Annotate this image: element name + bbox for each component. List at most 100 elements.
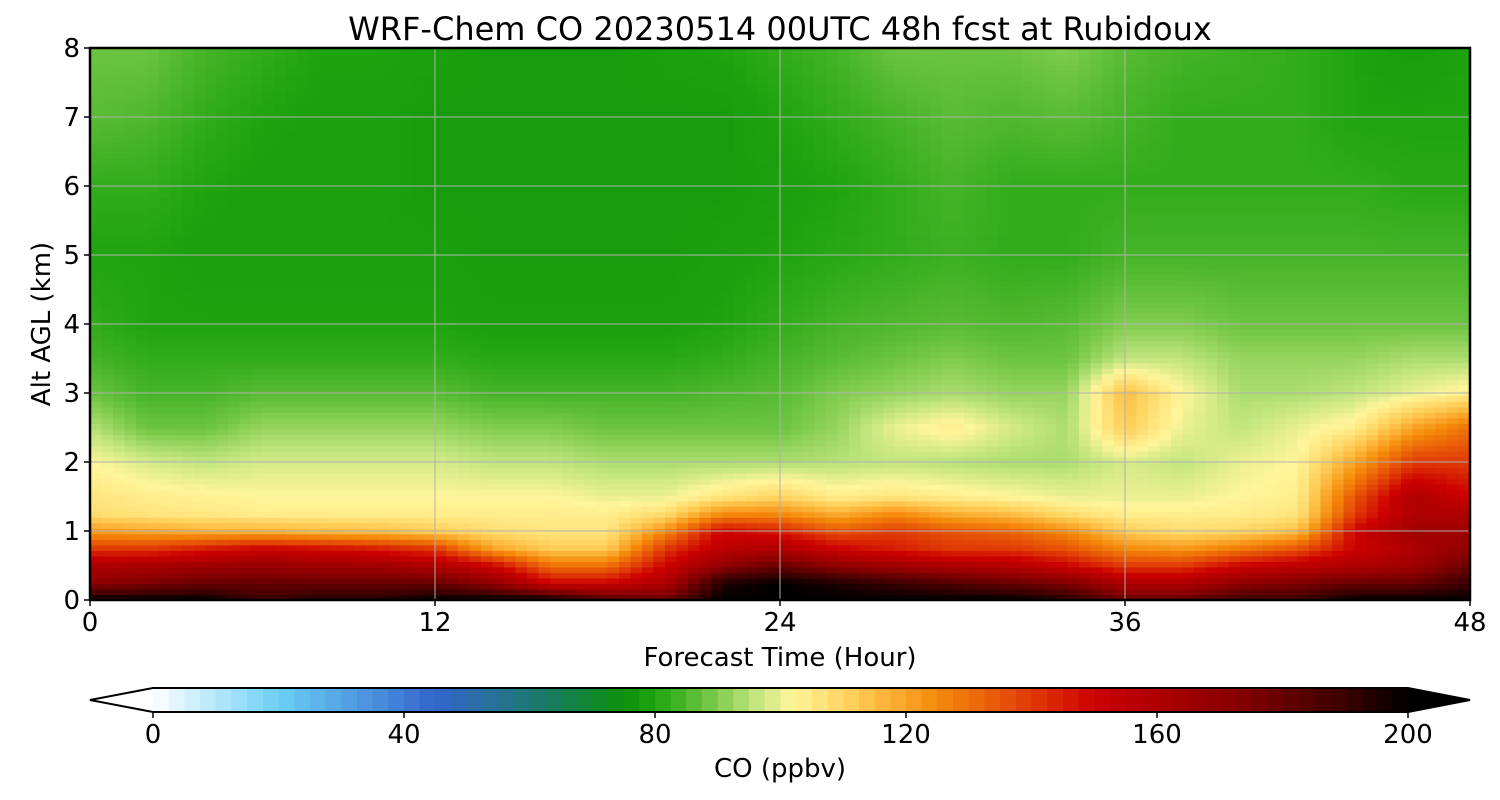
heatmap-cell — [354, 147, 367, 154]
heatmap-cell — [262, 428, 275, 435]
heatmap-cell — [458, 517, 471, 524]
heatmap-cell — [331, 279, 344, 286]
heatmap-cell — [607, 561, 620, 568]
heatmap-cell — [90, 335, 103, 342]
heatmap-cell — [285, 467, 298, 474]
heatmap-cell — [205, 191, 218, 198]
heatmap-cell — [389, 351, 402, 358]
heatmap-cell — [527, 588, 540, 596]
heatmap-cell — [527, 75, 540, 82]
heatmap-cell — [389, 467, 402, 474]
heatmap-cell — [354, 197, 367, 204]
heatmap-cell — [124, 312, 137, 320]
heatmap-cell — [113, 517, 126, 524]
heatmap-cell — [630, 566, 643, 573]
heatmap-cell — [366, 434, 379, 441]
heatmap-cell — [561, 329, 574, 336]
heatmap-cell — [205, 522, 218, 529]
heatmap-cell — [170, 70, 183, 77]
heatmap-cell — [550, 180, 563, 187]
heatmap-cell — [113, 462, 126, 469]
heatmap-cell — [193, 522, 206, 529]
heatmap-cell — [228, 572, 241, 579]
heatmap-cell — [159, 213, 172, 220]
heatmap-cell — [124, 379, 137, 386]
heatmap-cell — [320, 219, 333, 226]
heatmap-cell — [308, 384, 321, 391]
chart-title: WRF-Chem CO 20230514 00UTC 48h fcst at R… — [348, 10, 1212, 48]
heatmap-cell — [136, 324, 149, 331]
heatmap-cell — [458, 219, 471, 226]
heatmap-cell — [147, 395, 160, 402]
heatmap-cell — [228, 478, 241, 485]
heatmap-cell — [607, 340, 620, 347]
heatmap-cell — [147, 86, 160, 93]
heatmap-cell — [653, 246, 666, 253]
heatmap-cell — [331, 357, 344, 364]
heatmap-cell — [515, 48, 528, 55]
heatmap-cell — [182, 163, 195, 171]
heatmap-cell — [377, 506, 390, 513]
heatmap-cell — [216, 263, 229, 270]
heatmap-cell — [435, 186, 448, 193]
heatmap-cell — [550, 318, 563, 325]
heatmap-cell — [216, 318, 229, 325]
heatmap-cell — [515, 136, 528, 143]
heatmap-cell — [584, 219, 597, 226]
heatmap-cell — [492, 279, 505, 286]
heatmap-cell — [331, 191, 344, 198]
heatmap-cell — [101, 48, 114, 55]
heatmap-cell — [630, 346, 643, 353]
heatmap-cell — [596, 241, 609, 248]
heatmap-cell — [147, 219, 160, 226]
heatmap-cell — [458, 434, 471, 441]
heatmap-cell — [274, 180, 287, 187]
heatmap-cell — [216, 594, 229, 600]
heatmap-cell — [446, 301, 459, 309]
heatmap-cell — [653, 522, 666, 529]
heatmap-cell — [113, 180, 126, 187]
heatmap-cell — [573, 500, 586, 507]
heatmap-cell — [354, 59, 367, 66]
heatmap-cell — [343, 511, 356, 518]
heatmap-cell — [308, 329, 321, 336]
heatmap-cell — [538, 522, 551, 529]
heatmap-cell — [481, 329, 494, 336]
heatmap-cell — [320, 307, 333, 314]
heatmap-cell — [630, 561, 643, 568]
heatmap-cell — [412, 290, 425, 297]
heatmap-cell — [561, 340, 574, 347]
heatmap-cell — [642, 53, 655, 60]
heatmap-cell — [412, 169, 425, 176]
heatmap-cell — [170, 555, 183, 562]
heatmap-cell — [193, 533, 206, 540]
heatmap-cell — [642, 307, 655, 314]
heatmap-cell — [423, 489, 436, 496]
heatmap-cell — [538, 346, 551, 353]
heatmap-cell — [550, 478, 563, 485]
heatmap-cell — [343, 169, 356, 176]
heatmap-cell — [561, 572, 574, 579]
heatmap-cell — [389, 263, 402, 270]
heatmap-cell — [124, 357, 137, 364]
heatmap-cell — [412, 362, 425, 369]
heatmap-cell — [458, 70, 471, 77]
heatmap-cell — [481, 97, 494, 104]
heatmap-cell — [446, 92, 459, 99]
heatmap-cell — [124, 533, 137, 540]
heatmap-cell — [389, 70, 402, 77]
heatmap-cell — [642, 97, 655, 104]
heatmap-cell — [469, 445, 482, 452]
heatmap-cell — [550, 462, 563, 469]
heatmap-cell — [619, 423, 632, 430]
heatmap-cell — [113, 555, 126, 562]
heatmap-cell — [159, 544, 172, 551]
heatmap-cell — [159, 395, 172, 402]
heatmap-cell — [446, 48, 459, 55]
heatmap-cell — [90, 235, 103, 242]
heatmap-cell — [331, 285, 344, 292]
heatmap-cell — [389, 473, 402, 480]
heatmap-cell — [458, 208, 471, 215]
heatmap-cell — [435, 450, 448, 458]
heatmap-cell — [596, 290, 609, 297]
